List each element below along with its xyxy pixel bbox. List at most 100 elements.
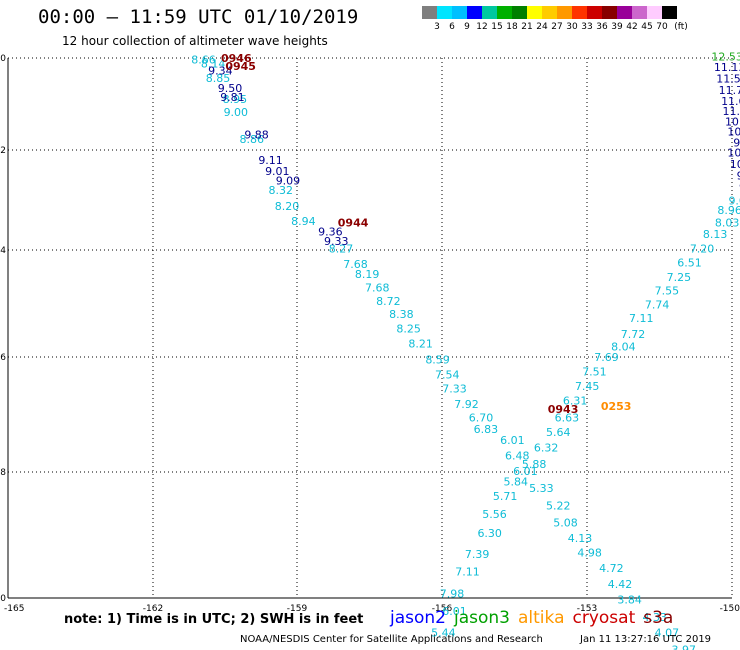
wave-height-label: 7.20 <box>690 243 715 256</box>
wave-height-label: 5.88 <box>522 458 547 471</box>
wave-height-label: 5.56 <box>482 508 507 521</box>
colorbar-label: 12 <box>476 22 488 32</box>
colorbar-cell <box>572 6 587 19</box>
colorbar-cell <box>617 6 632 19</box>
wave-height-label: 8.94 <box>291 215 316 228</box>
wave-height-label: 4.98 <box>577 547 602 560</box>
wave-height-label: 8.19 <box>355 268 380 281</box>
wave-height-label: 9.11 <box>258 154 283 167</box>
latitude-tick-label: -66 <box>0 353 6 363</box>
colorbar-label: 30 <box>566 22 578 32</box>
wave-height-label: 7.92 <box>454 398 479 411</box>
wave-height-label: 4.13 <box>568 532 593 545</box>
legend-item-cryosat: cryosat <box>572 608 636 628</box>
wave-height-label: 11.67 <box>721 95 740 108</box>
wave-height-label: 8.21 <box>408 338 433 351</box>
colorbar-cell <box>437 6 452 19</box>
wave-height-label: 8.85 <box>206 72 231 85</box>
wave-height-label: 9.41 <box>733 137 740 150</box>
wave-height-label: 6.51 <box>677 256 702 269</box>
wave-height-label: 8.14 <box>201 58 226 71</box>
wave-height-label: 6.31 <box>563 395 588 408</box>
wave-height-label: 9.92 <box>737 170 740 183</box>
colorbar-cell <box>587 6 602 19</box>
wave-height-points: 8.668.148.85 8.959.00 8.86 8.32 8.20 8.94 8.27… <box>191 51 740 650</box>
longitude-tick-label: -162 <box>143 604 163 614</box>
map-tick-labels: -60 -62 -64 -66 -68 -70-165 -162 -159 -156 -153 -1… <box>0 54 740 614</box>
credit-text: NOAA/NESDIS Center for Satellite Applica… <box>240 634 543 645</box>
wave-height-label: 9.81 <box>220 91 245 104</box>
timestamp-text: Jan 11 13:27:16 UTC 2019 <box>580 634 712 645</box>
wave-height-label: 3.97 <box>671 644 696 650</box>
wave-height-label: 5.84 <box>504 475 529 488</box>
legend-item-jason3: jason3 <box>454 608 510 628</box>
colorbar-label: 42 <box>626 22 638 32</box>
wave-height-label: 10.75 <box>730 158 740 171</box>
longitude-tick-label: -150 <box>720 604 740 614</box>
wave-height-label: 7.11 <box>455 566 480 579</box>
wave-height-label: 6.01 <box>513 465 538 478</box>
legend-item-jason2: jason2 <box>390 608 446 628</box>
wave-height-label: 9.08 <box>728 195 740 208</box>
wave-height-label: 5.22 <box>546 499 571 512</box>
map-title: 00:00 – 11:59 UTC 01/10/2019 <box>38 6 359 28</box>
colorbar-unit: (ft) <box>674 22 688 32</box>
wave-height-label: 6.32 <box>534 441 559 454</box>
wave-height-label: 7.68 <box>365 281 390 294</box>
longitude-tick-label: -153 <box>577 604 597 614</box>
latitude-tick-label: -62 <box>0 146 6 156</box>
latitude-tick-label: -64 <box>0 246 6 256</box>
longitude-tick-label: -159 <box>287 604 308 614</box>
wave-height-label: 6.01 <box>500 434 525 447</box>
pass-time-label: 0944 <box>338 217 369 230</box>
legend-item-s3a: s3a <box>643 608 674 628</box>
colorbar-label: 9 <box>464 22 470 32</box>
colorbar-cell <box>557 6 572 19</box>
colorbar-cell <box>422 6 437 19</box>
colorbar-cell <box>452 6 467 19</box>
wave-height-label: 8.03 <box>715 217 740 230</box>
colorbar-label: 15 <box>491 22 503 32</box>
colorbar-cell <box>512 6 527 19</box>
wave-height-label: 8.96 <box>717 204 740 217</box>
colorbar-cell <box>632 6 647 19</box>
wave-height-label: 7.54 <box>435 368 460 381</box>
wave-height-label: 8.72 <box>376 295 401 308</box>
colorbar-label: 33 <box>581 22 593 32</box>
wave-height-label: 6.63 <box>555 411 580 424</box>
colorbar-label: 27 <box>551 22 563 32</box>
colorbar-label: 45 <box>641 22 653 32</box>
colorbar-label: 6 <box>449 22 455 32</box>
wave-height-label: 6.48 <box>505 449 530 462</box>
pass-time-label: 0943 <box>548 403 579 416</box>
wave-height-label: 11.51 <box>723 105 740 118</box>
pass-time-label: 0946 <box>221 52 252 65</box>
wave-height-label: 8.13 <box>703 228 728 241</box>
map-grid <box>7 57 733 599</box>
wave-height-label: 7.69 <box>594 351 619 364</box>
wave-height-label: 9.36 <box>318 226 343 239</box>
wave-height-label: 8.27 <box>329 243 354 256</box>
wave-height-label: 11.13 <box>714 61 740 74</box>
colorbar-cell <box>542 6 557 19</box>
note-text: note: 1) Time is in UTC; 2) SWH is in fe… <box>64 612 364 627</box>
wave-height-label: 9.01 <box>265 165 290 178</box>
wave-height-label: 5.33 <box>529 482 554 495</box>
wave-height-label: 3.84 <box>617 593 642 606</box>
wave-height-label: 4.33 <box>643 611 668 624</box>
wave-height-label: 5.71 <box>493 490 518 503</box>
wave-height-label: 8.59 <box>425 353 450 366</box>
wave-height-label: 7.51 <box>582 365 607 378</box>
wave-height-label: 7.55 <box>655 285 680 298</box>
colorbar-cell <box>647 6 662 19</box>
wave-height-label: 7.74 <box>645 299 670 312</box>
wave-height-label: 11.57 <box>716 73 740 86</box>
wave-height-label: 8.04 <box>611 340 636 353</box>
pass-time-label: 0945 <box>225 60 256 73</box>
colorbar-cell <box>467 6 482 19</box>
legend-item-altika: altika <box>518 608 565 628</box>
wave-height-label: 9.00 <box>224 106 249 119</box>
colorbar-cell <box>497 6 512 19</box>
wave-height-label: 10.55 <box>725 115 740 128</box>
